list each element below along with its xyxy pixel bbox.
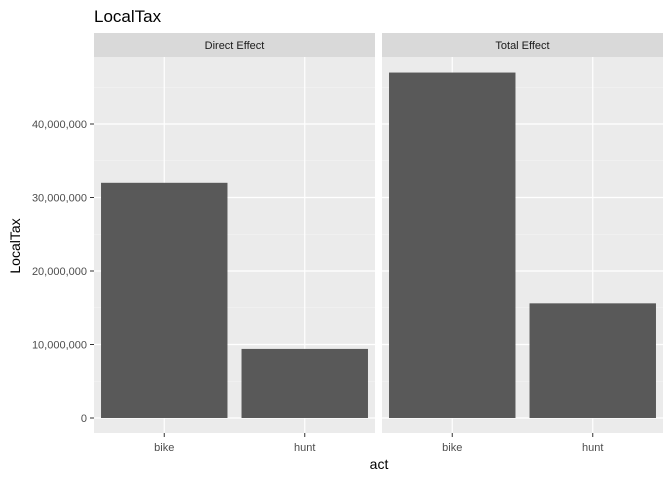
facet-strip-label: Total Effect (495, 40, 549, 52)
bar-hunt (241, 348, 368, 418)
x-tick-label: bike (154, 442, 174, 454)
bar-hunt (529, 303, 656, 418)
y-tick-label: 0 (81, 413, 87, 425)
y-tick-label: 20,000,000 (32, 266, 87, 278)
x-axis-title: act (370, 456, 389, 472)
bar-bike (389, 72, 516, 419)
x-axis: bike hunt bike hunt (154, 433, 603, 454)
facet-strip (94, 33, 375, 57)
y-tick-label: 40,000,000 (32, 119, 87, 131)
x-tick-label: hunt (294, 442, 315, 454)
y-tick-label: 10,000,000 (32, 340, 87, 352)
facet-strip (382, 33, 663, 57)
x-tick-label: bike (442, 442, 462, 454)
y-axis-title: LocalTax (7, 218, 23, 273)
facet-panel: Total Effect (382, 33, 663, 433)
bar-bike (101, 182, 228, 418)
facet-panel: Direct Effect (94, 33, 375, 433)
y-axis: 0 10,000,000 20,000,000 30,000,000 40,000,00… (32, 119, 94, 425)
chart-title: LocalTax (94, 7, 162, 26)
y-tick-label: 30,000,000 (32, 193, 87, 205)
x-tick-label: hunt (582, 442, 603, 454)
facet-panels: Direct Effect Total Effect (94, 33, 663, 433)
facet-strip-label: Direct Effect (205, 40, 265, 52)
